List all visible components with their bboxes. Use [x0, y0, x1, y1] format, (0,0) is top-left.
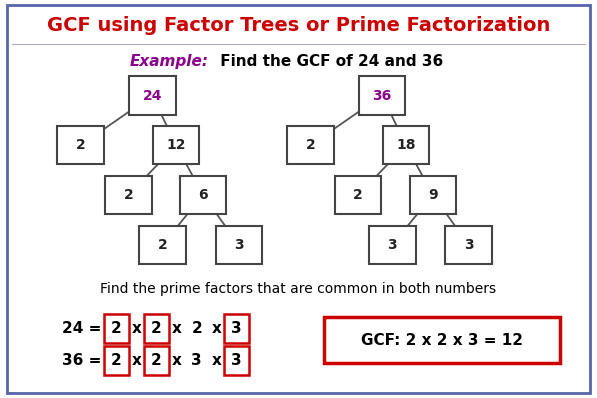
Text: 2: 2 [306, 138, 315, 152]
FancyBboxPatch shape [410, 176, 456, 214]
Text: 3: 3 [192, 353, 202, 368]
Text: 24 =: 24 = [62, 321, 101, 336]
FancyBboxPatch shape [224, 346, 250, 375]
Text: 2: 2 [151, 321, 162, 336]
FancyBboxPatch shape [144, 314, 169, 343]
FancyBboxPatch shape [216, 226, 262, 264]
Text: 2: 2 [158, 238, 167, 252]
Text: 2: 2 [151, 353, 162, 368]
Text: x: x [212, 353, 221, 368]
Text: 36 =: 36 = [62, 353, 101, 368]
Text: 3: 3 [464, 238, 473, 252]
Text: 12: 12 [167, 138, 186, 152]
Text: GCF using Factor Trees or Prime Factorization: GCF using Factor Trees or Prime Factoriz… [47, 16, 550, 35]
Text: 3: 3 [234, 238, 244, 252]
FancyBboxPatch shape [180, 176, 226, 214]
Text: x: x [131, 353, 141, 368]
Text: 2: 2 [353, 188, 363, 202]
Text: 2: 2 [124, 188, 133, 202]
Text: Find the GCF of 24 and 36: Find the GCF of 24 and 36 [215, 54, 443, 69]
Text: x: x [131, 321, 141, 336]
FancyBboxPatch shape [7, 5, 590, 393]
Text: 3: 3 [232, 353, 242, 368]
Text: x: x [212, 321, 221, 336]
Text: 9: 9 [428, 188, 438, 202]
FancyBboxPatch shape [324, 317, 560, 363]
FancyBboxPatch shape [335, 176, 381, 214]
Text: 6: 6 [198, 188, 208, 202]
Text: 2: 2 [76, 138, 85, 152]
FancyBboxPatch shape [287, 126, 334, 164]
FancyBboxPatch shape [369, 226, 416, 264]
Text: 2: 2 [111, 353, 122, 368]
Text: x: x [172, 353, 181, 368]
Text: x: x [172, 321, 181, 336]
Text: 2: 2 [111, 321, 122, 336]
FancyBboxPatch shape [383, 126, 429, 164]
FancyBboxPatch shape [57, 126, 104, 164]
FancyBboxPatch shape [144, 346, 169, 375]
FancyBboxPatch shape [139, 226, 186, 264]
FancyBboxPatch shape [104, 346, 129, 375]
Text: 36: 36 [373, 88, 392, 103]
Text: 18: 18 [396, 138, 416, 152]
FancyBboxPatch shape [359, 76, 405, 115]
Text: GCF: 2 x 2 x 3 = 12: GCF: 2 x 2 x 3 = 12 [361, 333, 523, 348]
FancyBboxPatch shape [445, 226, 492, 264]
FancyBboxPatch shape [104, 314, 129, 343]
Text: 3: 3 [387, 238, 397, 252]
Text: 2: 2 [191, 321, 202, 336]
FancyBboxPatch shape [153, 126, 199, 164]
FancyBboxPatch shape [224, 314, 250, 343]
Text: 3: 3 [232, 321, 242, 336]
FancyBboxPatch shape [105, 176, 152, 214]
Text: Find the prime factors that are common in both numbers: Find the prime factors that are common i… [100, 281, 497, 296]
Text: 24: 24 [143, 88, 162, 103]
Text: Example:: Example: [130, 54, 209, 69]
FancyBboxPatch shape [129, 76, 176, 115]
